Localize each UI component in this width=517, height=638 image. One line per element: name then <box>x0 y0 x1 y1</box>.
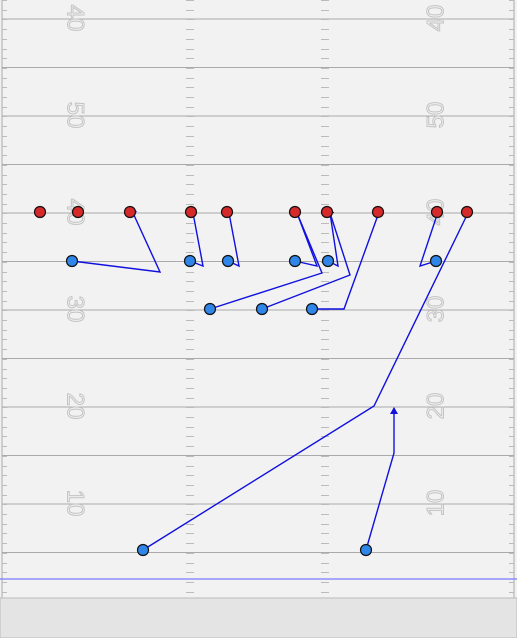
yard-number: 20 <box>62 393 89 420</box>
yard-lines <box>1 0 515 598</box>
route <box>312 212 382 310</box>
offensive-player[interactable] <box>203 302 217 316</box>
yard-number: 30 <box>62 296 89 323</box>
defender <box>288 205 302 219</box>
defense <box>33 205 474 219</box>
yard-number: 30 <box>422 296 449 323</box>
offense <box>65 254 443 557</box>
yard-numbers: 40 50 40 30 20 10 40 50 40 30 20 10 <box>61 4 450 517</box>
route <box>209 212 323 310</box>
yard-number: 10 <box>62 490 89 517</box>
offensive-player[interactable] <box>221 254 235 268</box>
offensive-player[interactable] <box>183 254 197 268</box>
route <box>261 212 351 310</box>
yard-number: 10 <box>422 490 449 517</box>
offensive-player[interactable] <box>359 543 373 557</box>
defender <box>320 205 334 219</box>
defender <box>220 205 234 219</box>
offensive-player[interactable] <box>255 302 269 316</box>
yard-number: 50 <box>422 102 449 129</box>
route <box>365 407 398 551</box>
defender <box>71 205 85 219</box>
defender <box>460 205 474 219</box>
offensive-player[interactable] <box>136 543 150 557</box>
defender <box>33 205 47 219</box>
offensive-player[interactable] <box>429 254 443 268</box>
offensive-player[interactable] <box>305 302 319 316</box>
yard-number: 20 <box>422 393 449 420</box>
defender <box>371 205 385 219</box>
yard-number: 50 <box>62 102 89 129</box>
routes <box>71 210 471 551</box>
offensive-player[interactable] <box>321 254 335 268</box>
route <box>71 210 162 273</box>
footer-area <box>0 597 517 638</box>
defender <box>184 205 198 219</box>
yard-number: 40 <box>422 5 449 32</box>
offensive-player[interactable] <box>288 254 302 268</box>
offensive-player[interactable] <box>65 254 79 268</box>
yard-number: 40 <box>62 5 89 32</box>
route <box>142 212 471 551</box>
defender <box>430 205 444 219</box>
defender <box>123 205 137 219</box>
